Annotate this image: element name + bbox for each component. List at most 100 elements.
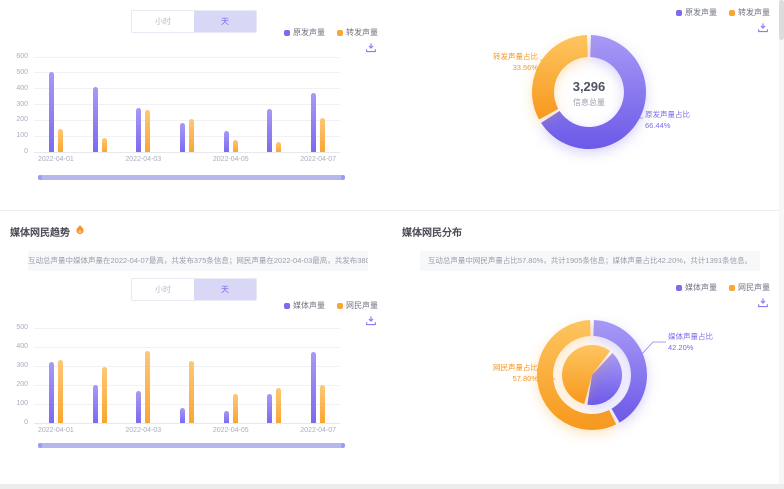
toggle-hour-button[interactable]: 小时	[132, 279, 194, 300]
y-axis-tick: 600	[16, 53, 28, 60]
bar-orange[interactable]	[145, 110, 151, 152]
total-label: 信息总量	[573, 98, 605, 107]
x-axis-tick: 2022-04-05	[212, 156, 249, 163]
pie-label-pct: 66.44%	[645, 121, 671, 130]
grid-line	[34, 384, 340, 386]
x-axis-tick: 2022-04-01	[37, 156, 74, 163]
pie-label-pct: 42.20%	[668, 343, 694, 352]
bar-purple[interactable]	[223, 411, 229, 423]
bar-orange[interactable]	[57, 129, 63, 152]
bar-purple[interactable]	[267, 109, 273, 152]
legend-dot-orange	[337, 29, 343, 36]
bar-orange[interactable]	[189, 361, 195, 423]
bar-orange[interactable]	[57, 360, 63, 423]
bar-group	[209, 57, 253, 152]
bar-orange[interactable]	[276, 388, 282, 423]
donut-chart-origin-repost[interactable]	[392, 0, 784, 210]
datazoom-slider[interactable]	[38, 443, 345, 448]
bar-group	[253, 57, 297, 152]
scrollbar-thumb[interactable]	[779, 0, 784, 40]
bar-orange[interactable]	[189, 119, 195, 152]
y-axis-tick: 100	[16, 132, 28, 140]
x-axis-tick	[165, 156, 209, 163]
x-axis-tick: 2022-04-05	[212, 427, 249, 434]
y-axis-tick: 200	[16, 116, 28, 124]
bar-purple[interactable]	[180, 408, 186, 423]
download-icon[interactable]	[757, 296, 769, 308]
download-icon[interactable]	[365, 314, 377, 326]
bar-purple[interactable]	[48, 362, 54, 423]
pie-label-pct: 33.56%	[512, 63, 538, 72]
bar-purple[interactable]	[48, 72, 54, 152]
bar-chart-origin-repost[interactable]: 0 100 200 300 400 500 600 2022-04-01 2022-04-03 2…	[6, 52, 348, 168]
download-icon[interactable]	[365, 41, 377, 53]
bar-group	[34, 57, 78, 152]
pie-segment-purple[interactable]	[593, 320, 647, 423]
inner-pie-segment-purple[interactable]	[587, 353, 622, 405]
bar-purple[interactable]	[92, 385, 98, 423]
bar-series	[34, 328, 340, 423]
pie-label-origin: 原发声量占比 66.44%	[645, 109, 709, 131]
panel-origin-repost-share: 原发声量 转发声量 3,296 信息总量 转发声量占比 33.56% 原发声量占…	[392, 0, 784, 210]
bar-group	[121, 57, 165, 152]
nested-pie-chart-media-netizen[interactable]	[392, 211, 784, 489]
y-axis-tick: 300	[16, 100, 28, 108]
datazoom-slider[interactable]	[38, 175, 345, 180]
grid-line	[34, 151, 340, 153]
legend-item-netizen[interactable]: 网民声量	[729, 282, 770, 293]
x-axis-tick	[253, 156, 297, 163]
bar-orange[interactable]	[320, 118, 326, 152]
bar-orange[interactable]	[232, 140, 238, 152]
pie-segment-orange[interactable]	[537, 320, 617, 430]
toggle-day-button[interactable]: 天	[194, 279, 256, 300]
bar-group	[121, 328, 165, 423]
bar-chart-media-netizen[interactable]: 0 100 200 300 400 500 2022-04-01 2022-04-03 2022…	[6, 323, 348, 439]
bar-orange[interactable]	[101, 367, 107, 423]
bar-orange[interactable]	[101, 138, 107, 152]
pie-segment-orange[interactable]	[532, 35, 588, 120]
hot-flame-icon	[74, 224, 86, 239]
bar-group	[296, 328, 340, 423]
x-axis-tick: 2022-04-07	[300, 156, 337, 163]
bar-orange[interactable]	[145, 351, 151, 423]
bar-purple[interactable]	[136, 108, 142, 152]
bar-purple[interactable]	[311, 352, 317, 423]
inner-pie-segment-orange[interactable]	[562, 345, 611, 404]
legend-item-repost[interactable]: 转发声量	[729, 7, 770, 18]
grid-line	[34, 346, 340, 348]
toggle-hour-button[interactable]: 小时	[132, 11, 194, 32]
legend-item-repost[interactable]: 转发声量	[337, 27, 378, 38]
legend-item-media[interactable]: 媒体声量	[676, 282, 717, 293]
horizontal-scrollbar[interactable]	[0, 484, 784, 489]
bar-orange[interactable]	[320, 385, 326, 423]
pie-segment-purple[interactable]	[541, 35, 646, 149]
bar-purple[interactable]	[223, 131, 229, 152]
vertical-scrollbar[interactable]	[779, 0, 784, 484]
bar-orange[interactable]	[232, 394, 238, 423]
panel-origin-repost-trend: 小时 天 原发声量 转发声量 0 100 200 300 400 500 600 2022-0…	[0, 0, 392, 210]
bar-purple[interactable]	[136, 391, 142, 423]
y-axis-tick: 400	[16, 84, 28, 92]
bar-purple[interactable]	[267, 394, 273, 423]
x-axis-tick: 2022-04-07	[300, 427, 337, 434]
bar-orange[interactable]	[276, 142, 282, 152]
grid-line	[34, 119, 340, 121]
chart-legend: 媒体声量 网民声量	[676, 282, 770, 293]
pie-label-name: 原发声量占比	[645, 110, 690, 119]
toggle-day-button[interactable]: 天	[194, 11, 256, 32]
legend-item-media[interactable]: 媒体声量	[284, 300, 325, 311]
download-icon[interactable]	[757, 21, 769, 33]
legend-item-origin[interactable]: 原发声量	[676, 7, 717, 18]
chart-legend: 原发声量 转发声量	[676, 7, 770, 18]
legend-item-origin[interactable]: 原发声量	[284, 27, 325, 38]
y-axis-tick: 300	[16, 362, 28, 369]
insight-summary: 互动总声量中媒体声量在2022-04-07最高，共发布375条信息；网民声量在2…	[28, 251, 368, 271]
bar-purple[interactable]	[92, 87, 98, 152]
legend-item-netizen[interactable]: 网民声量	[337, 300, 378, 311]
legend-dot-purple	[284, 29, 290, 36]
bar-purple[interactable]	[180, 123, 186, 152]
panel-media-netizen-share: 媒体网民分布 互动总声量中网民声量占比57.80%，共计1905条信息；媒体声量…	[392, 211, 784, 489]
bar-purple[interactable]	[311, 93, 317, 152]
legend-dot-purple	[284, 302, 290, 309]
